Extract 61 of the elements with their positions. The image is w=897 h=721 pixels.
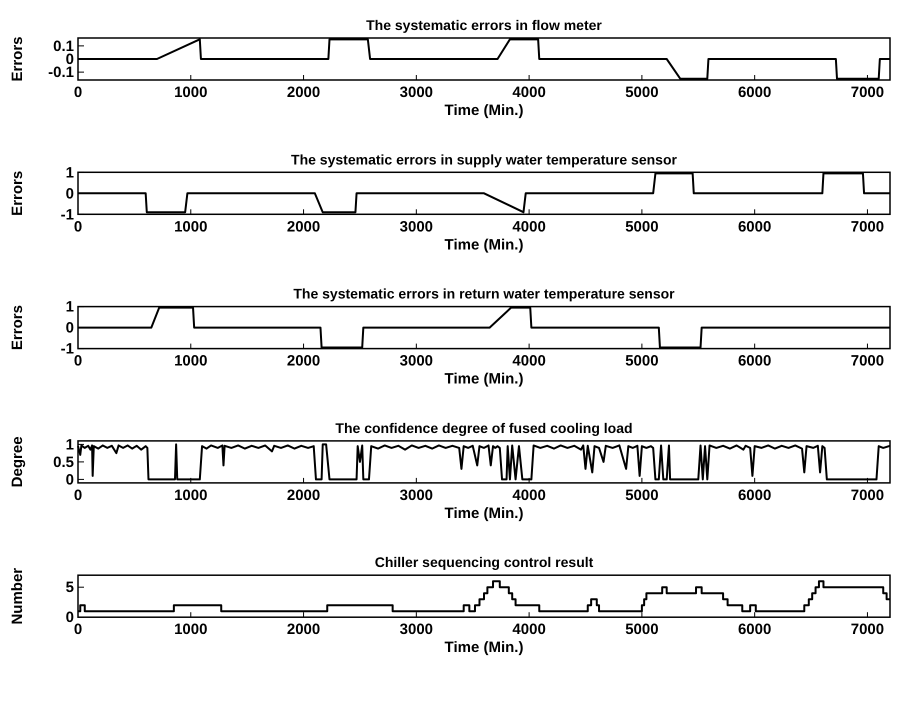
x-tick-label: 1000 [174, 352, 208, 370]
x-tick-label: 4000 [512, 352, 546, 370]
chart-title: The systematic errors in flow meter [366, 17, 602, 33]
chart-title: Chiller sequencing control result [374, 554, 594, 570]
y-axis-title: Errors [9, 305, 26, 350]
chart-title: The confidence degree of fused cooling load [335, 420, 633, 436]
x-tick-label: 2000 [286, 352, 320, 370]
x-tick-label: 7000 [850, 621, 884, 638]
x-tick-label: 3000 [400, 84, 434, 101]
x-axis-title: Time (Min.) [444, 639, 524, 656]
x-tick-label: 1000 [174, 218, 208, 236]
x-tick-label: 4000 [512, 218, 546, 236]
y-tick-label: -1 [60, 206, 74, 224]
x-tick-label: 3000 [400, 486, 434, 504]
y-tick-label: 0 [66, 471, 74, 488]
x-tick-label: 6000 [738, 486, 772, 504]
x-tick-label: 1000 [174, 84, 208, 101]
x-axis-title: Time (Min.) [444, 370, 524, 388]
x-tick-label: 2000 [286, 621, 320, 638]
y-tick-label: -1 [60, 340, 74, 358]
x-tick-label: 3000 [400, 218, 434, 236]
x-tick-label: 5000 [625, 352, 659, 370]
y-axis-title: Number [9, 568, 26, 625]
x-tick-label: 2000 [286, 486, 320, 504]
x-tick-label: 6000 [738, 218, 772, 236]
x-tick-label: 3000 [400, 352, 434, 370]
x-axis-title: Time (Min.) [444, 236, 524, 254]
y-tick-label: 1 [66, 436, 74, 454]
y-tick-label: 0.5 [53, 454, 74, 471]
chart-title: The systematic errors in return water temperature sensor [293, 286, 676, 302]
y-axis-title: Errors [9, 170, 26, 216]
x-tick-label: 4000 [512, 84, 546, 101]
x-tick-label: 3000 [400, 621, 434, 638]
y-axis-title: Degree [9, 436, 26, 488]
x-tick-label: 4000 [512, 486, 546, 504]
x-tick-label: 5000 [625, 486, 659, 504]
x-tick-label: 1000 [174, 621, 208, 638]
y-tick-label: 0 [66, 185, 74, 202]
x-tick-label: 4000 [512, 621, 546, 638]
y-axis-title: Errors [9, 36, 26, 82]
y-tick-label: 0 [66, 609, 74, 626]
y-tick-label: 1 [66, 164, 74, 182]
x-tick-label: 5000 [625, 621, 659, 638]
x-axis-title: Time (Min.) [444, 102, 524, 119]
x-tick-label: 6000 [738, 84, 772, 101]
y-tick-label: 0 [66, 320, 74, 337]
x-tick-label: 7000 [850, 218, 884, 236]
x-tick-label: 7000 [850, 84, 884, 101]
x-tick-label: 1000 [174, 486, 208, 504]
x-tick-label: 6000 [738, 621, 772, 638]
x-tick-label: 7000 [850, 352, 884, 370]
chart-title: The systematic errors in supply water temperature sensor [291, 151, 678, 168]
y-tick-label: 1 [66, 298, 74, 316]
y-tick-label: 5 [66, 579, 74, 596]
x-tick-label: 5000 [625, 218, 659, 236]
x-axis-title: Time (Min.) [444, 504, 524, 522]
x-tick-label: 7000 [850, 486, 884, 504]
x-tick-label: 5000 [625, 84, 659, 101]
x-tick-label: 2000 [286, 84, 320, 101]
x-tick-label: 2000 [286, 218, 320, 236]
x-tick-label: 6000 [738, 352, 772, 370]
